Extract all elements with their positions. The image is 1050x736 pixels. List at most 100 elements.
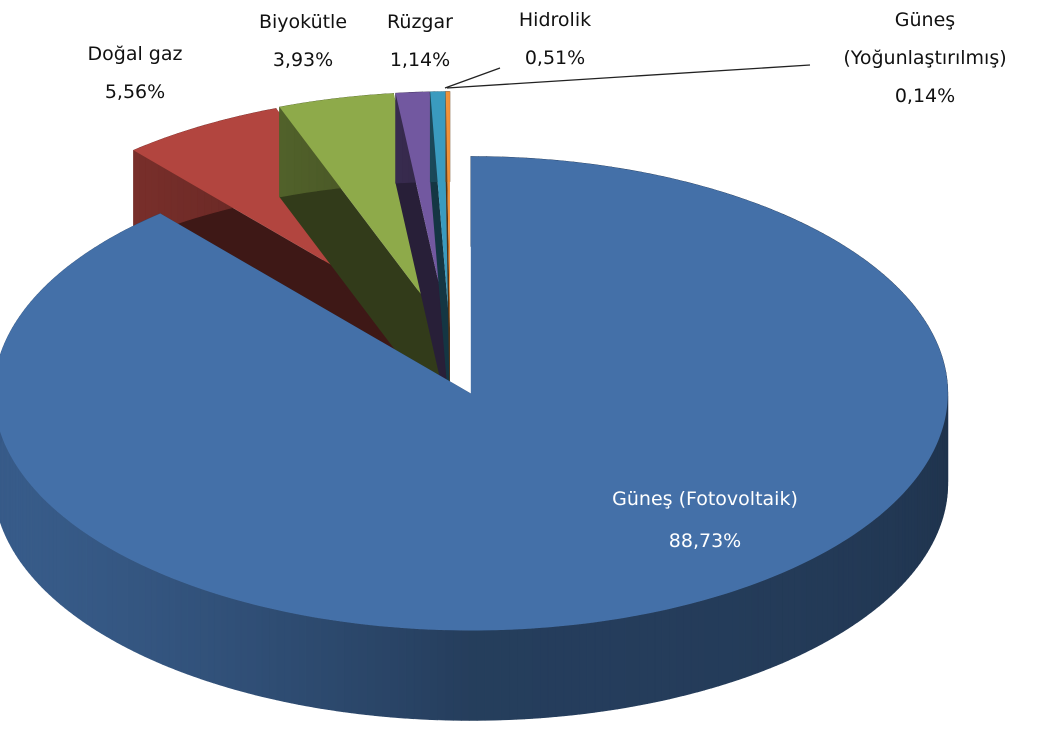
slice-side xyxy=(676,605,684,698)
slice-side xyxy=(847,534,854,630)
slice-side xyxy=(724,591,733,685)
slice-side xyxy=(832,544,839,639)
slice-side xyxy=(811,556,818,650)
slice-side xyxy=(579,622,588,715)
slice-side xyxy=(15,463,19,559)
slice-side xyxy=(816,553,823,648)
slice-side xyxy=(508,629,518,721)
slice-side xyxy=(77,527,83,622)
slice-side xyxy=(654,610,663,703)
slice-side xyxy=(919,468,923,565)
slice-side xyxy=(261,606,270,699)
slice-side xyxy=(886,504,892,600)
slice-side xyxy=(744,584,752,678)
slice-side xyxy=(133,560,140,655)
slice-side xyxy=(328,619,337,712)
slice-side xyxy=(922,464,926,561)
slice-side xyxy=(617,617,626,710)
slice-side xyxy=(704,597,712,691)
slice-side xyxy=(41,496,46,592)
slice-side xyxy=(60,513,66,609)
slice-side xyxy=(852,531,858,627)
slice-side xyxy=(857,528,863,623)
slice-side xyxy=(240,600,249,694)
slice-side xyxy=(437,629,446,721)
slice-side xyxy=(122,554,129,649)
slice-side xyxy=(106,545,113,641)
slice-side xyxy=(31,485,36,581)
slice-side xyxy=(45,499,50,595)
slice xyxy=(0,156,948,631)
slice-side xyxy=(162,573,170,668)
slice-value: 0,14% xyxy=(894,85,956,107)
slice-side xyxy=(669,606,677,700)
slice-name: Hidrolik xyxy=(518,9,592,31)
slice-name: Doğal gaz xyxy=(87,43,183,65)
slice-side xyxy=(776,572,783,666)
slice-side xyxy=(144,566,152,660)
slice-side xyxy=(397,627,407,719)
slice-side xyxy=(389,626,399,719)
slice-side xyxy=(413,628,422,720)
slice-side xyxy=(827,547,834,642)
slice-side xyxy=(34,489,39,585)
slice-side xyxy=(101,542,107,638)
slice-side xyxy=(738,586,746,681)
slice-group xyxy=(445,91,451,419)
slice-side xyxy=(64,517,70,612)
slice-side xyxy=(81,530,88,625)
slice-side xyxy=(770,574,777,669)
slice-side xyxy=(609,618,618,711)
slice-side xyxy=(731,589,739,683)
data-label: Rüzgar 1,14% xyxy=(387,3,453,79)
slice-side xyxy=(68,520,74,616)
slice-side xyxy=(586,621,596,714)
slice-side xyxy=(351,622,360,715)
slice xyxy=(395,91,450,329)
leader-line xyxy=(446,64,811,89)
slice-side xyxy=(213,592,221,686)
slice-side xyxy=(904,487,909,583)
slice-side xyxy=(28,481,33,578)
slice-side xyxy=(116,551,123,646)
slice-side xyxy=(86,533,93,628)
slice-side xyxy=(624,616,633,709)
slice-side xyxy=(476,630,486,721)
slice-side xyxy=(22,474,27,570)
slice-side xyxy=(751,582,759,676)
data-label: Güneş (Yoğunlaştırılmış) 0,14% xyxy=(843,1,1006,115)
slice-name: Rüzgar xyxy=(387,11,453,33)
slice-side xyxy=(10,455,14,552)
slice-side xyxy=(335,620,345,713)
slice-side xyxy=(861,525,867,620)
slice-side xyxy=(174,578,182,673)
slice-side xyxy=(254,604,263,697)
slice-name: Güneş (Yoğunlaştırılmış) xyxy=(843,9,1007,69)
slice-side xyxy=(72,523,79,619)
slice-side xyxy=(524,628,533,720)
slice-side xyxy=(200,588,208,682)
slice-side xyxy=(180,581,188,675)
slice-side xyxy=(914,475,918,572)
slice-side xyxy=(870,518,876,614)
slice-side xyxy=(908,483,912,579)
slice-side xyxy=(290,612,299,705)
slice-side xyxy=(763,577,771,671)
slice-side xyxy=(697,599,705,693)
slice-side xyxy=(366,624,375,716)
slice-side xyxy=(38,492,43,588)
slice-side xyxy=(17,466,21,563)
slice-side xyxy=(917,472,921,568)
slice-side xyxy=(602,619,611,712)
slice-side xyxy=(382,626,391,718)
slice-side xyxy=(883,508,888,604)
data-label: Güneş (Fotovoltaik) 88,73% xyxy=(612,478,798,562)
slice-side xyxy=(794,564,801,659)
slice-side xyxy=(20,470,24,567)
slice-side xyxy=(276,609,285,702)
data-label: Doğal gaz 5,56% xyxy=(88,35,183,111)
slice-side xyxy=(500,629,510,721)
slice-side xyxy=(358,623,368,716)
slice-side xyxy=(468,630,478,721)
slice-side xyxy=(782,569,789,664)
